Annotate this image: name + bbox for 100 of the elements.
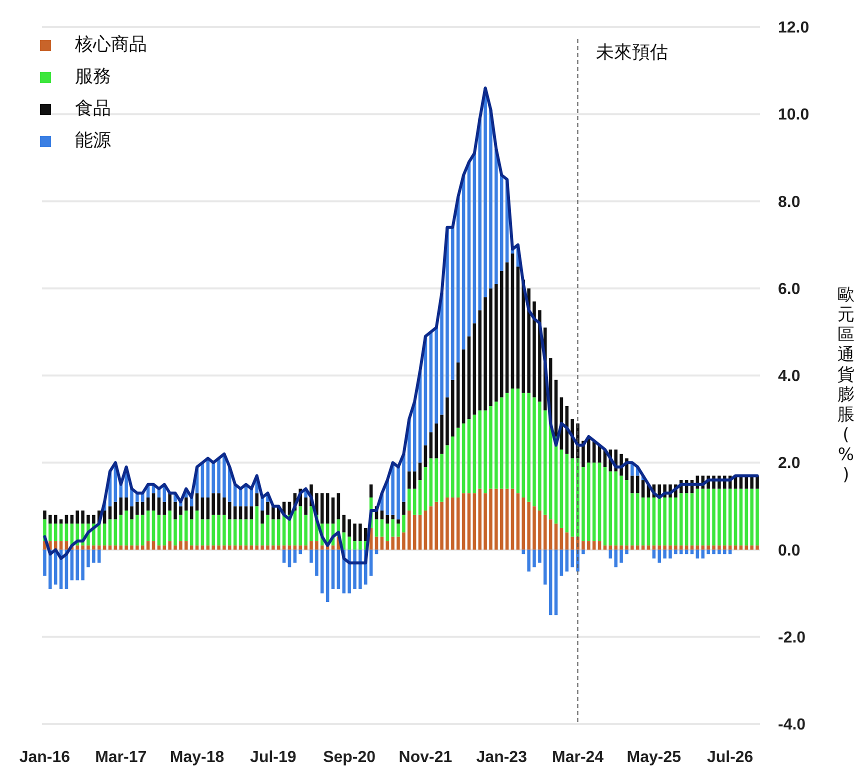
bar: [331, 545, 335, 550]
bar: [162, 514, 166, 546]
bar: [59, 541, 63, 550]
bar: [554, 380, 558, 436]
bar: [402, 502, 406, 515]
bar: [690, 545, 694, 550]
bar: [184, 510, 188, 542]
bar: [358, 550, 362, 589]
bar: [625, 480, 628, 546]
bar: [510, 488, 514, 550]
bar: [92, 550, 96, 563]
bar: [429, 432, 433, 458]
bar: [108, 506, 112, 520]
bar: [728, 545, 732, 550]
bar: [76, 510, 79, 524]
bar: [739, 488, 743, 546]
bar: [614, 471, 618, 546]
bar: [500, 397, 504, 489]
bar: [472, 414, 476, 494]
bar: [706, 545, 710, 550]
bar: [380, 510, 384, 520]
bar: [86, 550, 90, 568]
bar: [48, 514, 52, 524]
bar: [391, 514, 394, 520]
bar: [320, 545, 324, 550]
bar: [582, 541, 585, 550]
bar: [391, 536, 394, 550]
bar: [434, 502, 438, 550]
bar: [369, 550, 373, 576]
bar: [690, 493, 694, 546]
bar: [408, 510, 411, 550]
bar: [288, 545, 292, 550]
bar: [179, 541, 182, 550]
bar: [494, 488, 498, 550]
x-tick-label: Sep-20: [323, 749, 376, 766]
bar: [554, 524, 558, 550]
y-tick-label: -2.0: [778, 629, 806, 646]
bar: [756, 545, 759, 550]
bar: [636, 545, 640, 550]
bar: [396, 519, 400, 524]
bar: [424, 510, 428, 550]
bar: [614, 550, 618, 568]
bar: [630, 476, 634, 494]
bar: [114, 545, 118, 550]
bar: [565, 550, 569, 572]
bar: [500, 270, 504, 398]
bar: [374, 536, 378, 550]
bar: [195, 510, 199, 546]
bar: [478, 488, 482, 550]
bar: [353, 524, 356, 542]
bar: [124, 510, 128, 546]
bar: [228, 519, 232, 546]
bar: [102, 545, 106, 550]
bar: [304, 514, 308, 546]
bar: [462, 423, 466, 494]
bar: [97, 550, 101, 563]
bar: [81, 545, 84, 550]
y-tick-label: 12.0: [778, 20, 810, 37]
bar: [402, 532, 406, 550]
bar: [554, 550, 558, 616]
bar: [718, 545, 721, 550]
bar: [238, 506, 242, 520]
bar: [119, 497, 123, 515]
x-tick-label: May-18: [170, 749, 224, 766]
bar: [734, 488, 738, 546]
bar: [608, 471, 612, 546]
bar: [348, 536, 351, 550]
bar: [625, 545, 628, 550]
bar: [674, 497, 678, 546]
bar: [233, 519, 237, 546]
bar: [418, 480, 422, 515]
bar: [320, 493, 324, 524]
bar: [130, 545, 134, 550]
bar: [462, 349, 466, 424]
bar: [598, 462, 602, 542]
bar: [582, 550, 585, 554]
bar: [152, 493, 156, 511]
bar: [358, 541, 362, 550]
bar: [374, 519, 378, 537]
bar: [744, 545, 748, 550]
bar: [701, 488, 705, 546]
bar: [739, 545, 743, 550]
bar: [663, 545, 666, 550]
bar: [136, 502, 139, 515]
y-tick-label: 10.0: [778, 106, 810, 124]
bar: [86, 545, 90, 550]
bar: [467, 162, 471, 336]
bar: [718, 550, 721, 554]
bar: [190, 519, 194, 546]
bar: [440, 502, 444, 550]
bar: [636, 493, 640, 546]
bar: [195, 545, 199, 550]
bar: [326, 550, 330, 602]
bar: [652, 497, 656, 546]
bar: [434, 423, 438, 458]
bar: [64, 524, 68, 542]
bar: [565, 532, 569, 550]
bar: [108, 519, 112, 546]
bar: [434, 458, 438, 502]
bar: [238, 545, 242, 550]
